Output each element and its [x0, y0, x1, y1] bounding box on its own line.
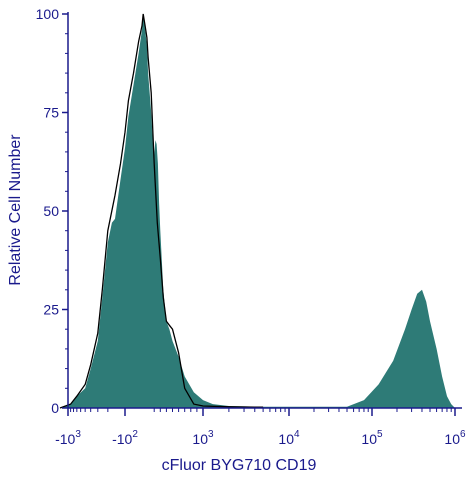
x-tick-label: -103: [55, 429, 81, 447]
x-tick-label: -102: [112, 429, 138, 447]
y-tick-label: 75: [43, 105, 59, 121]
x-tick-label: 104: [278, 429, 300, 447]
x-tick-label: 106: [444, 429, 466, 447]
x-axis-title: cFluor BYG710 CD19: [162, 457, 317, 474]
axes: 0 25 50 75 100 -103 -102 103 104 105 106: [36, 6, 466, 447]
y-axis-title: Relative Cell Number: [7, 134, 24, 286]
y-tick-label: 100: [36, 6, 60, 22]
y-tick-label: 25: [43, 302, 59, 318]
x-tick-label: 103: [192, 429, 214, 447]
y-tick-label: 50: [43, 203, 59, 219]
x-tick-label: 105: [361, 429, 383, 447]
histogram-filled-series: [60, 14, 455, 408]
y-tick-label: 0: [51, 400, 59, 416]
plot-area: [59, 13, 455, 409]
histogram-outline-series: [59, 13, 264, 409]
